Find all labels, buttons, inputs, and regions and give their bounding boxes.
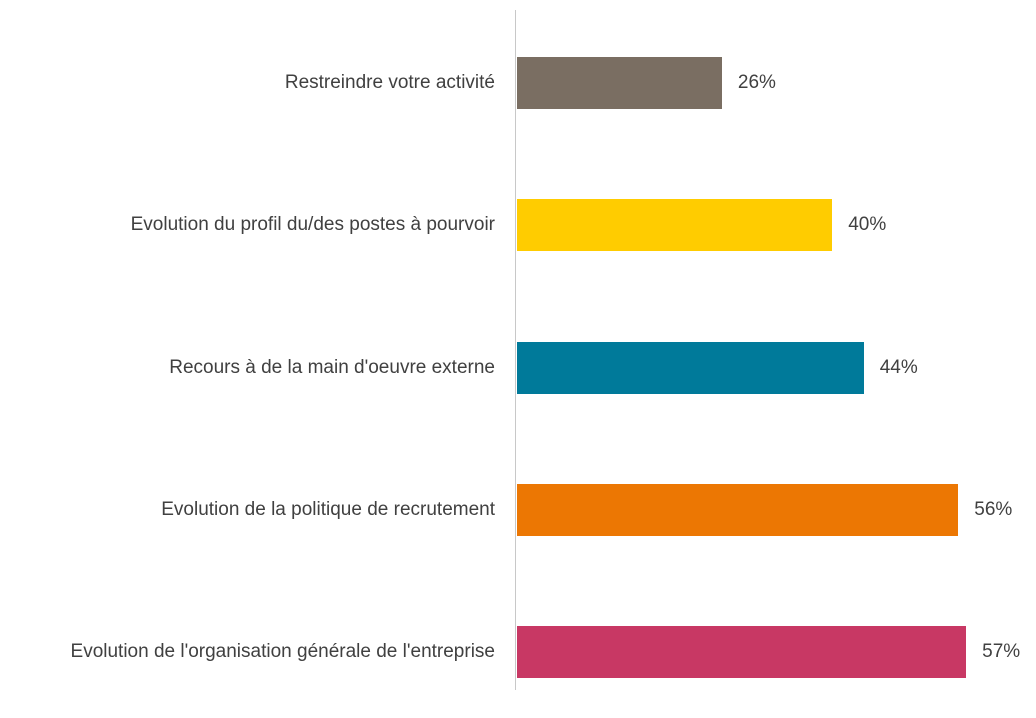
category-label: Restreindre votre activité bbox=[284, 72, 495, 93]
bar bbox=[517, 483, 959, 536]
bar bbox=[517, 626, 967, 679]
data-label: 40% bbox=[848, 214, 887, 236]
data-label: 57% bbox=[982, 641, 1021, 663]
bar bbox=[517, 57, 722, 109]
bar bbox=[517, 199, 833, 252]
data-label: 44% bbox=[879, 356, 918, 378]
data-label: 26% bbox=[737, 72, 776, 93]
bar bbox=[517, 341, 864, 394]
data-label: 56% bbox=[974, 498, 1013, 520]
category-label: Evolution du profil du/des postes à pour… bbox=[130, 214, 495, 236]
category-label: Recours à de la main d'oeuvre externe bbox=[169, 356, 495, 378]
category-label: Evolution de la politique de recrutement bbox=[161, 498, 495, 520]
category-axis bbox=[515, 10, 516, 690]
category-label: Evolution de l'organisation générale de … bbox=[70, 641, 495, 663]
